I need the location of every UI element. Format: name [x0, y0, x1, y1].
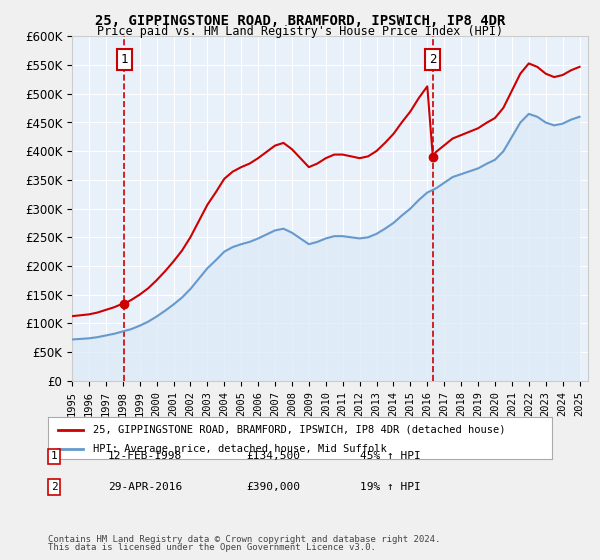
Text: Contains HM Land Registry data © Crown copyright and database right 2024.: Contains HM Land Registry data © Crown c… — [48, 535, 440, 544]
Text: 45% ↑ HPI: 45% ↑ HPI — [360, 451, 421, 461]
Text: 2: 2 — [50, 482, 58, 492]
Text: This data is licensed under the Open Government Licence v3.0.: This data is licensed under the Open Gov… — [48, 543, 376, 552]
Text: 29-APR-2016: 29-APR-2016 — [108, 482, 182, 492]
Text: 12-FEB-1998: 12-FEB-1998 — [108, 451, 182, 461]
Text: Price paid vs. HM Land Registry's House Price Index (HPI): Price paid vs. HM Land Registry's House … — [97, 25, 503, 38]
Text: 25, GIPPINGSTONE ROAD, BRAMFORD, IPSWICH, IP8 4DR: 25, GIPPINGSTONE ROAD, BRAMFORD, IPSWICH… — [95, 14, 505, 28]
Text: 1: 1 — [121, 53, 128, 66]
Text: £134,500: £134,500 — [246, 451, 300, 461]
Text: 19% ↑ HPI: 19% ↑ HPI — [360, 482, 421, 492]
Text: 25, GIPPINGSTONE ROAD, BRAMFORD, IPSWICH, IP8 4DR (detached house): 25, GIPPINGSTONE ROAD, BRAMFORD, IPSWICH… — [94, 425, 506, 435]
Text: 2: 2 — [429, 53, 437, 66]
Text: HPI: Average price, detached house, Mid Suffolk: HPI: Average price, detached house, Mid … — [94, 444, 387, 454]
Text: 1: 1 — [50, 451, 58, 461]
Text: £390,000: £390,000 — [246, 482, 300, 492]
